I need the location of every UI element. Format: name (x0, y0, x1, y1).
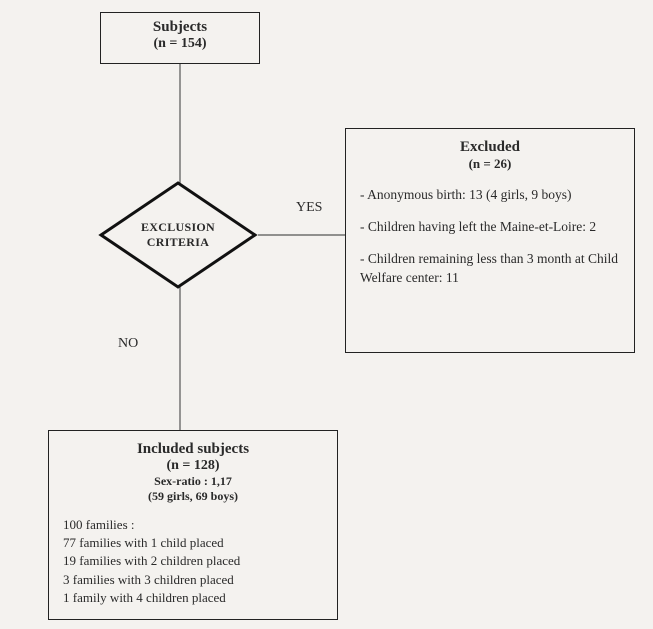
decision-label: EXCLUSION CRITERIA (98, 180, 258, 290)
excluded-item-2: - Children having left the Maine-et-Loir… (360, 218, 620, 236)
excluded-node: Excluded (n = 26) - Anonymous birth: 13 … (345, 128, 635, 353)
subjects-node: Subjects (n = 154) (100, 12, 260, 64)
included-title: Included subjects (63, 441, 323, 458)
subjects-title: Subjects (101, 19, 259, 36)
decision-node: EXCLUSION CRITERIA (98, 180, 258, 290)
included-node: Included subjects (n = 128) Sex-ratio : … (48, 430, 338, 620)
excluded-title: Excluded (360, 139, 620, 156)
edge-yes-label: YES (296, 200, 322, 216)
included-n: (n = 128) (63, 458, 323, 474)
edge-no-label: NO (118, 336, 138, 352)
decision-label-line2: CRITERIA (147, 235, 209, 249)
included-families-4: 1 family with 4 children placed (63, 589, 323, 607)
excluded-n: (n = 26) (360, 156, 620, 172)
decision-label-line1: EXCLUSION (141, 220, 215, 234)
included-families-2: 19 families with 2 children placed (63, 552, 323, 570)
included-families-header: 100 families : (63, 516, 323, 534)
included-sexratio: Sex-ratio : 1,17 (63, 474, 323, 489)
subjects-n: (n = 154) (101, 36, 259, 52)
included-breakdown: (59 girls, 69 boys) (63, 489, 323, 504)
excluded-item-1: - Anonymous birth: 13 (4 girls, 9 boys) (360, 186, 620, 204)
included-families-1: 77 families with 1 child placed (63, 534, 323, 552)
excluded-item-3: - Children remaining less than 3 month a… (360, 250, 620, 286)
included-families-3: 3 families with 3 children placed (63, 571, 323, 589)
